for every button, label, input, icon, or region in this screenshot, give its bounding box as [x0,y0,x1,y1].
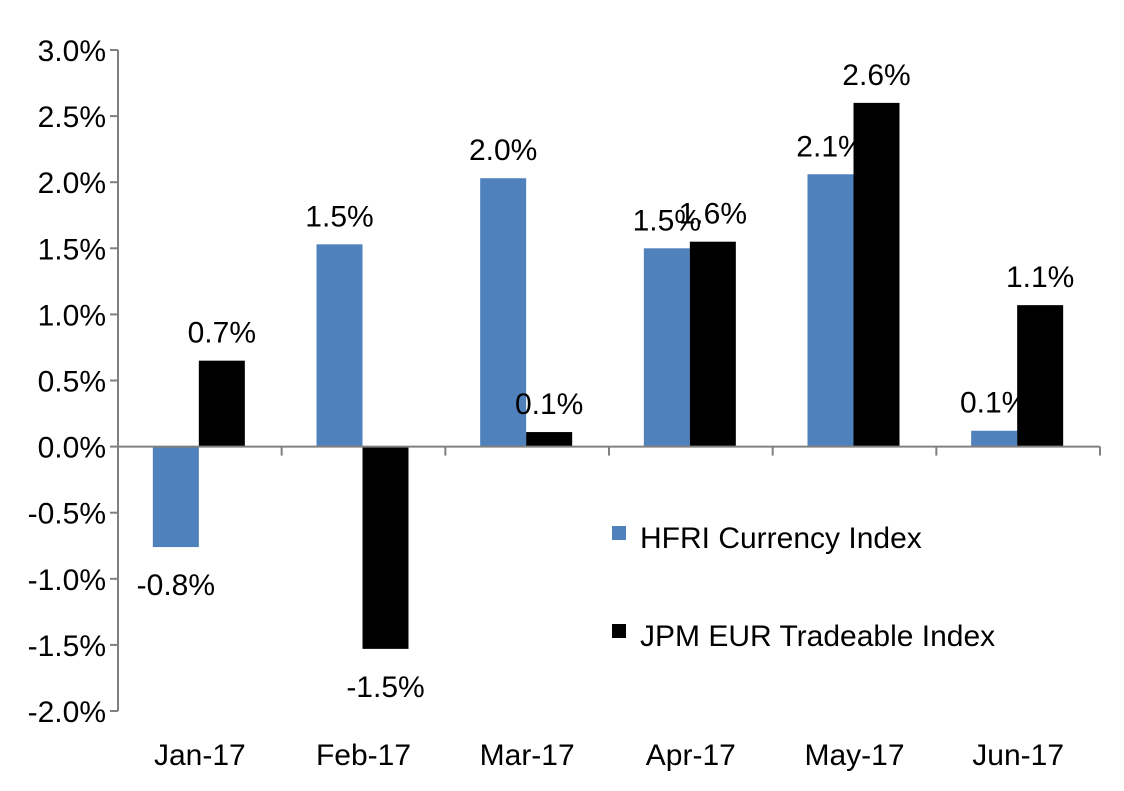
data-label: 0.7% [188,317,256,350]
bars [152,102,1064,649]
y-tick-label: -1.0% [28,564,106,597]
y-tick-label: 1.0% [38,299,106,332]
bar-jpm-jan-17 [198,360,245,447]
data-label: 2.0% [469,134,537,167]
data-label: 1.5% [633,204,701,237]
bar-hfri-feb-17 [316,244,363,447]
data-label: -1.5% [346,671,424,704]
x-tick-label: May-17 [804,739,904,772]
legend: HFRI Currency Index JPM EUR Tradeable In… [612,522,995,653]
y-tick-label: 2.5% [38,101,106,134]
bar-hfri-mar-17 [480,178,527,447]
x-tick-label: Jan-17 [154,739,246,772]
data-label: 0.1% [515,388,583,421]
legend-swatch-jpm [612,624,626,638]
legend-item-hfri: HFRI Currency Index [612,522,922,555]
legend-label-jpm: JPM EUR Tradeable Index [640,620,995,653]
x-tick-label: Mar-17 [480,739,575,772]
data-label: 0.1% [960,387,1028,420]
legend-label-hfri: HFRI Currency Index [640,522,922,555]
data-label: 2.6% [842,59,910,92]
y-tick-label: -0.5% [28,498,106,531]
y-axis: 3.0% 2.5% 2.0% 1.5% 1.0% 0.5% 0.0% -0.5% -1.0% -1… [28,35,119,729]
bar-jpm-feb-17 [362,446,409,649]
y-tick-label: 0.5% [38,366,106,399]
data-label: 2.1% [796,130,864,163]
data-labels: -0.8% 1.5% 2.0% 1.5% 2.1% 0.1% 0.7% -1.5% 0.1% 1.… [137,59,1075,704]
bar-jpm-jun-17 [1017,305,1064,447]
data-label: 1.1% [1006,261,1074,294]
x-axis: Jan-17 Feb-17 Mar-17 Apr-17 May-17 Jun-17 [117,445,1101,772]
bar-hfri-apr-17 [643,248,690,447]
legend-swatch-hfri [612,526,626,540]
bar-jpm-mar-17 [526,432,573,447]
bar-hfri-may-17 [807,174,854,447]
data-label: 1.5% [305,200,373,233]
x-tick-label: Apr-17 [646,739,736,772]
bar-hfri-jun-17 [971,430,1018,447]
x-tick-label: Feb-17 [316,739,411,772]
x-tick-label: Jun-17 [972,739,1064,772]
y-tick-label: 3.0% [38,35,106,68]
legend-item-jpm: JPM EUR Tradeable Index [612,620,995,653]
y-tick-label: -2.0% [28,696,106,729]
bar-jpm-may-17 [853,102,900,447]
y-tick-label: -1.5% [28,630,106,663]
data-label: -0.8% [137,569,215,602]
y-tick-label: 1.5% [38,233,106,266]
bar-hfri-jan-17 [152,446,199,548]
y-tick-label: 0.0% [38,432,106,465]
bar-jpm-apr-17 [689,241,736,447]
data-label: 1.6% [679,198,747,231]
y-tick-label: 2.0% [38,167,106,200]
